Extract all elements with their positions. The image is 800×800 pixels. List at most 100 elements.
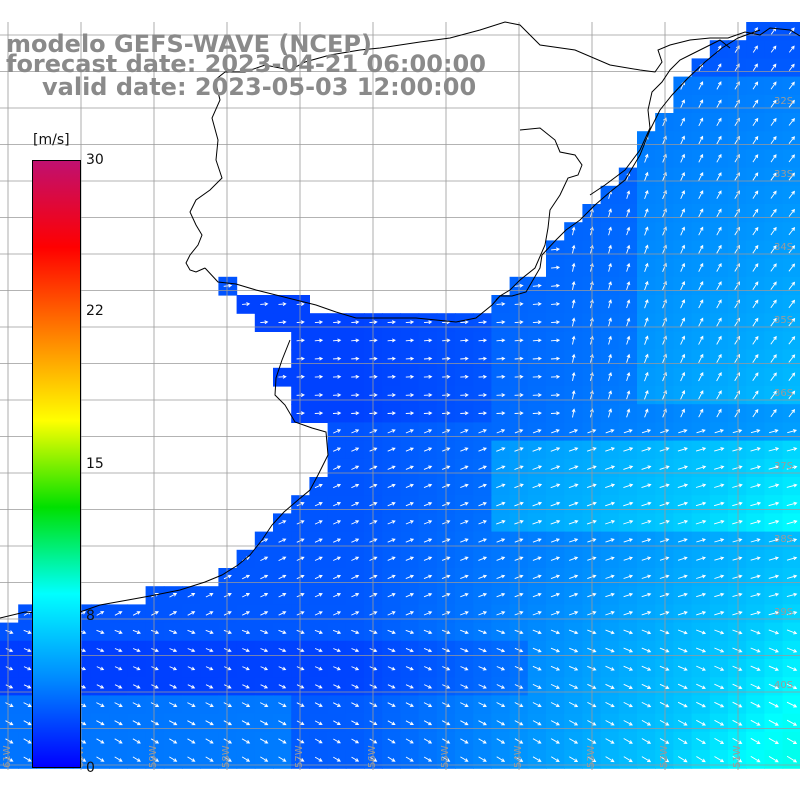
wind-arrow bbox=[644, 390, 649, 400]
wind-arrow bbox=[387, 429, 396, 434]
wind-arrow bbox=[605, 647, 615, 653]
wind-arrow bbox=[571, 390, 576, 400]
wind-arrow bbox=[496, 611, 506, 616]
wind-arrow bbox=[187, 702, 196, 707]
wind-arrow bbox=[278, 684, 287, 689]
wind-arrow bbox=[698, 190, 704, 200]
wind-arrow bbox=[605, 519, 616, 525]
wind-arrow bbox=[151, 666, 159, 671]
wind-arrow bbox=[496, 393, 506, 397]
wind-arrow bbox=[423, 411, 433, 416]
wind-arrow bbox=[750, 429, 761, 434]
wind-arrow bbox=[333, 720, 341, 726]
wind-arrow bbox=[387, 684, 396, 689]
wind-arrow bbox=[662, 244, 667, 254]
wind-arrow bbox=[698, 408, 704, 418]
wind-arrow bbox=[278, 593, 287, 598]
wind-arrow bbox=[768, 519, 780, 525]
wind-arrow bbox=[750, 483, 761, 488]
wind-arrow bbox=[496, 356, 506, 361]
wind-arrow bbox=[223, 648, 232, 653]
wind-arrow bbox=[587, 574, 597, 580]
wind-arrow bbox=[770, 226, 777, 236]
wind-arrow bbox=[752, 317, 759, 327]
wind-arrow bbox=[623, 574, 634, 579]
wind-arrow bbox=[586, 465, 597, 470]
wind-arrow bbox=[205, 702, 214, 707]
wind-arrow bbox=[460, 338, 469, 343]
wind-arrow bbox=[169, 756, 178, 762]
wind-arrow bbox=[641, 574, 652, 579]
wind-arrow bbox=[677, 720, 688, 726]
wind-arrow bbox=[23, 684, 32, 689]
wind-arrow bbox=[532, 465, 543, 470]
wind-arrow bbox=[768, 611, 780, 616]
lat-label: 37S bbox=[774, 461, 793, 472]
wind-arrow bbox=[23, 756, 32, 762]
wind-arrow bbox=[571, 408, 576, 418]
wind-arrow bbox=[423, 465, 433, 470]
wind-arrow bbox=[405, 592, 415, 598]
wind-arrow bbox=[662, 353, 667, 364]
lat-label: 38S bbox=[774, 534, 793, 545]
wind-arrow bbox=[405, 702, 414, 707]
wind-arrow bbox=[569, 592, 579, 598]
wind-cell bbox=[782, 750, 800, 769]
wind-arrow bbox=[532, 574, 542, 580]
wind-arrow bbox=[587, 683, 597, 689]
wind-arrow bbox=[770, 390, 777, 400]
wind-arrow bbox=[478, 629, 488, 635]
wind-arrow bbox=[387, 756, 396, 762]
wind-arrow bbox=[169, 666, 178, 671]
wind-arrow bbox=[550, 683, 560, 689]
wind-arrow bbox=[623, 756, 633, 763]
wind-arrow bbox=[569, 720, 579, 726]
wind-arrow bbox=[351, 756, 360, 762]
wind-arrow bbox=[716, 244, 722, 254]
wind-arrow bbox=[750, 538, 761, 543]
wind-arrow bbox=[586, 519, 597, 525]
wind-arrow bbox=[698, 153, 704, 163]
wind-arrow bbox=[696, 647, 707, 653]
wind-arrow bbox=[532, 592, 542, 598]
wind-arrow bbox=[750, 592, 761, 598]
wind-arrow bbox=[260, 302, 269, 306]
wind-arrow bbox=[786, 501, 798, 507]
wind-arrow bbox=[532, 374, 542, 379]
wind-arrow bbox=[387, 465, 396, 470]
wind-arrow bbox=[734, 135, 740, 145]
wind-arrow bbox=[332, 356, 342, 361]
wind-arrow bbox=[460, 647, 469, 653]
wind-arrow bbox=[571, 244, 576, 254]
coastline bbox=[0, 21, 800, 619]
wind-arrow bbox=[714, 556, 725, 561]
wind-arrow bbox=[716, 117, 722, 127]
wind-arrow bbox=[605, 629, 615, 635]
wind-arrow bbox=[532, 338, 542, 343]
wind-arrow bbox=[768, 737, 779, 744]
wind-arrow bbox=[696, 629, 707, 635]
wind-arrow bbox=[223, 574, 232, 580]
wind-arrow bbox=[680, 135, 685, 145]
wind-arrow bbox=[387, 483, 396, 489]
wind-arrow bbox=[698, 226, 704, 236]
wind-arrow bbox=[587, 538, 597, 543]
wind-arrow bbox=[351, 429, 360, 434]
wind-arrow bbox=[169, 611, 178, 616]
wind-arrow bbox=[314, 738, 323, 744]
wind-arrow bbox=[623, 501, 634, 507]
wind-arrow bbox=[496, 756, 506, 762]
wind-arrow bbox=[496, 302, 506, 306]
wind-arrow bbox=[550, 483, 561, 489]
wind-arrow bbox=[460, 501, 469, 507]
wind-arrow bbox=[387, 611, 396, 616]
wind-arrow bbox=[659, 720, 670, 726]
wind-arrow bbox=[242, 684, 250, 689]
wind-arrow bbox=[788, 154, 795, 163]
wind-arrow bbox=[677, 501, 689, 507]
wind-arrow bbox=[695, 519, 707, 525]
wind-arrow bbox=[662, 226, 667, 236]
wind-arrow bbox=[770, 172, 777, 181]
wind-arrow bbox=[405, 611, 415, 616]
wind-arrow bbox=[680, 117, 685, 127]
